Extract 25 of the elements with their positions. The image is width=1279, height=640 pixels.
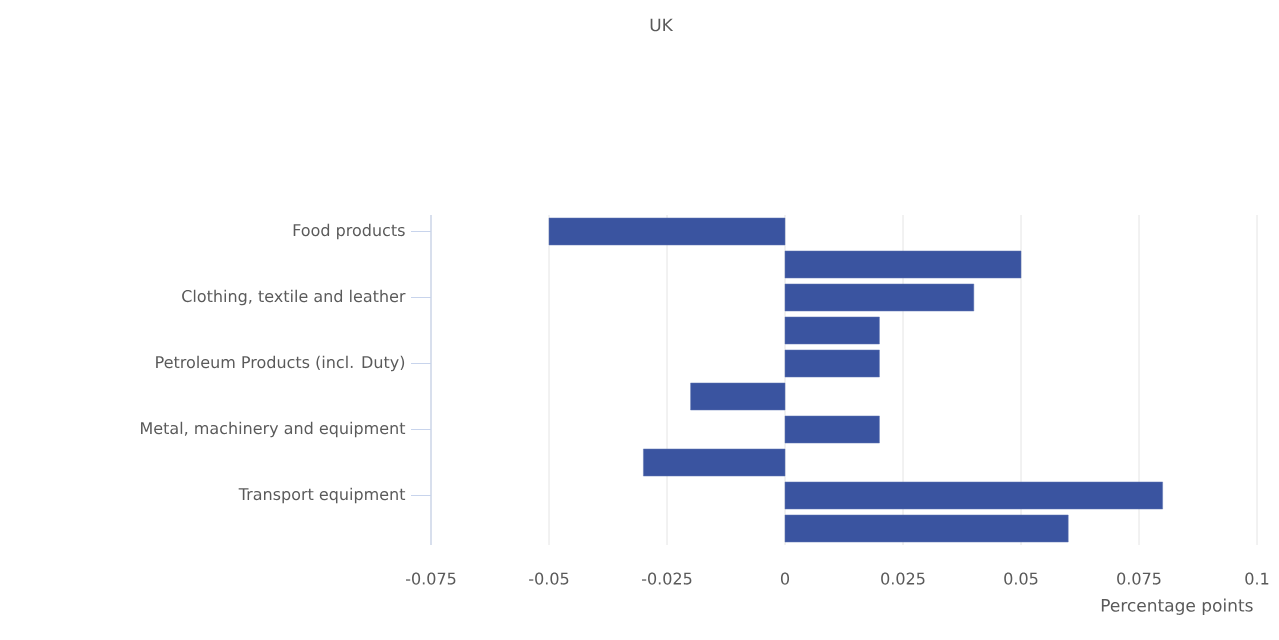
bar bbox=[784, 316, 880, 345]
x-axis-title: Percentage points bbox=[1101, 598, 1253, 615]
x-tick-label: -0.075 bbox=[406, 572, 456, 585]
bar bbox=[548, 217, 786, 246]
x-tick-label: 0.025 bbox=[881, 572, 925, 585]
bar bbox=[784, 415, 880, 444]
bar bbox=[784, 283, 975, 312]
x-tick-label: 0.075 bbox=[1117, 572, 1161, 585]
x-tick-label: 0.1 bbox=[1245, 572, 1269, 585]
x-tick-label: 0 bbox=[780, 572, 790, 585]
bar bbox=[690, 382, 786, 411]
y-tick-label: Food products bbox=[293, 223, 405, 240]
bar bbox=[784, 250, 1022, 279]
chart-title: UK bbox=[650, 18, 674, 32]
y-tick-label: Clothing, textile and leather bbox=[182, 289, 406, 306]
bar bbox=[784, 481, 1163, 510]
bar bbox=[784, 514, 1069, 543]
y-tick-label: Petroleum Products (incl. Duty) bbox=[156, 355, 405, 372]
x-tick-label: -0.025 bbox=[642, 572, 692, 585]
x-tick-label: 0.05 bbox=[1004, 572, 1038, 585]
bar bbox=[643, 448, 786, 477]
x-tick-label: -0.05 bbox=[529, 572, 569, 585]
y-tick-label: Metal, machinery and equipment bbox=[141, 421, 406, 438]
bar bbox=[784, 349, 880, 378]
y-tick-label: Transport equipment bbox=[238, 487, 406, 504]
